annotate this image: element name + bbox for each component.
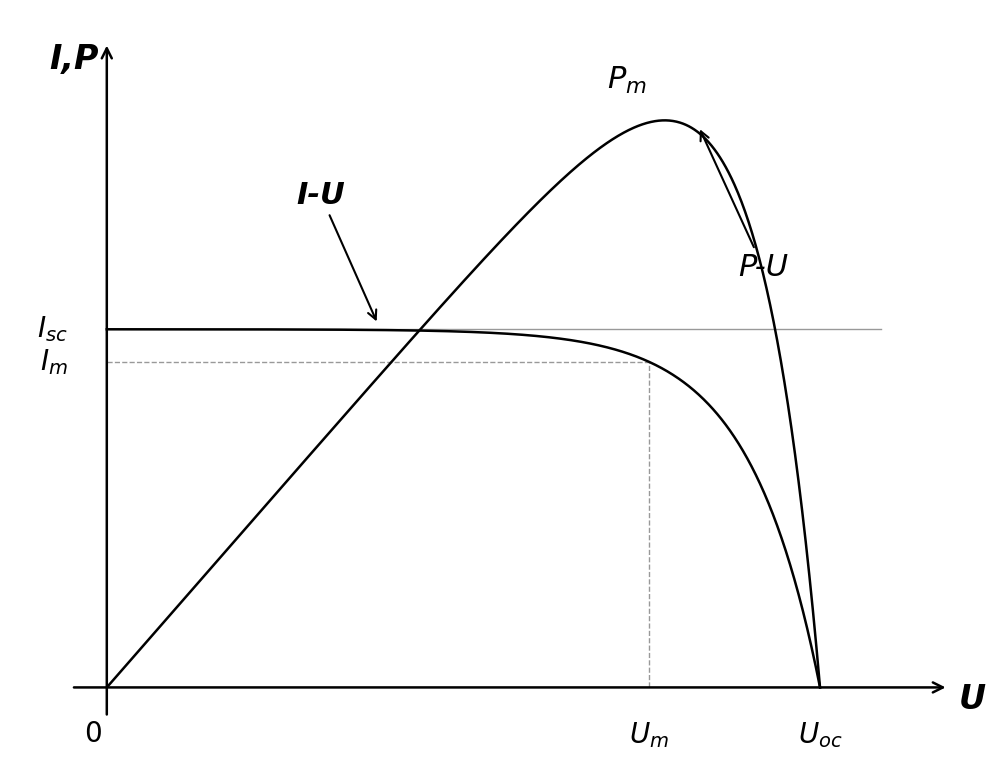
Text: $U_{m}$: $U_{m}$ bbox=[629, 720, 669, 750]
Text: $I_{sc}$: $I_{sc}$ bbox=[37, 314, 68, 344]
Text: 0: 0 bbox=[84, 720, 101, 748]
Text: U: U bbox=[959, 683, 986, 716]
Text: P-U: P-U bbox=[701, 132, 788, 282]
Text: $U_{oc}$: $U_{oc}$ bbox=[798, 720, 842, 750]
Text: $I_{m}$: $I_{m}$ bbox=[40, 347, 68, 377]
Text: $P_{m}$: $P_{m}$ bbox=[607, 65, 647, 97]
Text: I-U: I-U bbox=[296, 181, 376, 319]
Text: I,P: I,P bbox=[50, 43, 99, 76]
